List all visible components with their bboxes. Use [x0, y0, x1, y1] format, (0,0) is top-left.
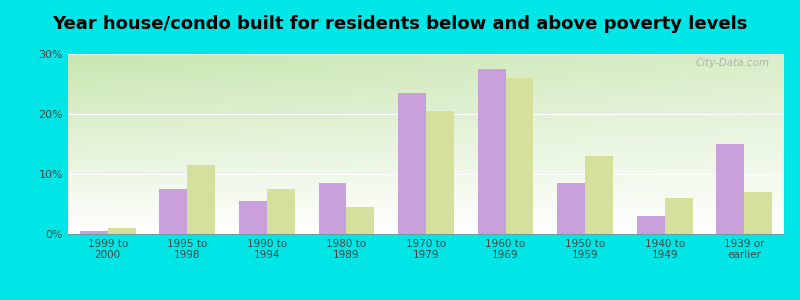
- Bar: [187, 165, 215, 234]
- Text: Year house/condo built for residents below and above poverty levels: Year house/condo built for residents bel…: [52, 15, 748, 33]
- Bar: [267, 189, 294, 234]
- Text: City-Data.com: City-Data.com: [695, 58, 770, 68]
- Bar: [108, 228, 136, 234]
- Bar: [665, 198, 693, 234]
- Bar: [637, 216, 665, 234]
- Bar: [398, 93, 426, 234]
- Bar: [426, 111, 454, 234]
- Bar: [346, 207, 374, 234]
- Bar: [558, 183, 585, 234]
- Bar: [318, 183, 346, 234]
- Bar: [159, 189, 187, 234]
- Bar: [716, 144, 744, 234]
- Bar: [585, 156, 613, 234]
- Bar: [239, 201, 267, 234]
- Bar: [506, 78, 534, 234]
- Bar: [478, 69, 506, 234]
- Bar: [80, 231, 108, 234]
- Bar: [744, 192, 772, 234]
